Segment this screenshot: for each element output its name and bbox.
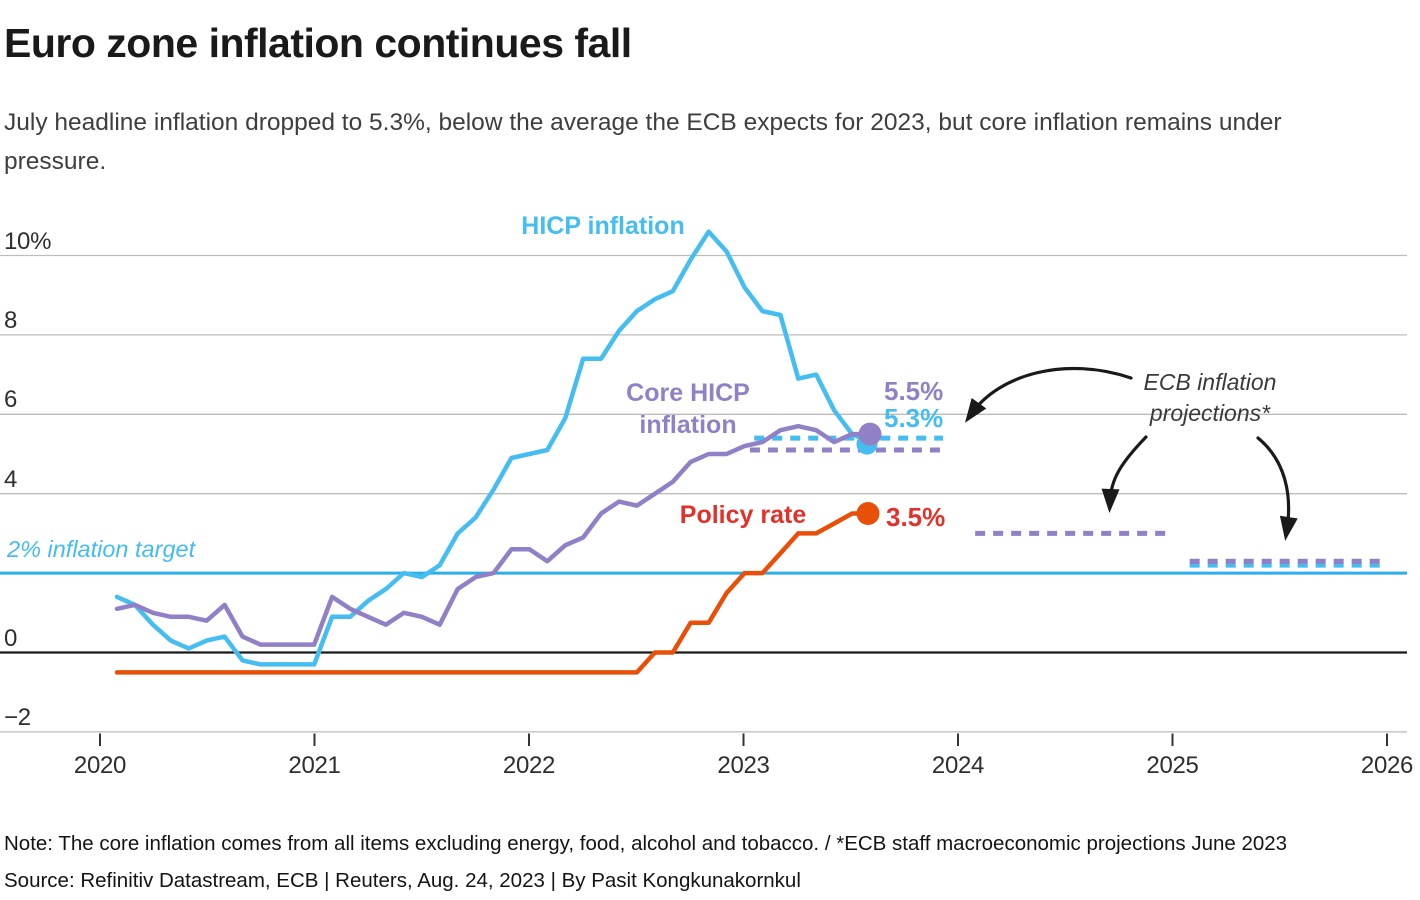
y-axis-label: 6 [4,386,18,414]
ecb-projections-annotation-line1: ECB inflation [1143,369,1277,395]
projection-dashed-lines [749,435,1381,568]
y-axis-label: 4 [4,465,18,493]
x-axis-label: 2022 [502,752,556,779]
x-axis-label: 2026 [1360,752,1414,779]
ecb-projections-annotation-line2: projections* [1149,400,1271,426]
hicp-line [114,229,873,667]
y-axis-label: 10% [4,227,52,255]
y-axis-label: 0 [4,624,18,652]
ecb-projections-annotation: ECB inflation projections* [1100,367,1320,429]
core-latest-value-label: 5.5% [884,376,944,406]
series-end-dots [856,422,882,525]
hicp-latest-value-label: 5.3% [884,403,944,433]
core-series-label-line1: Core HICP [626,379,750,407]
arrow-to-2023-projection [964,366,1133,423]
core-end-dot [858,422,882,446]
policy-rate-series-label: Policy rate [679,501,807,529]
data-series-lines [114,229,873,675]
x-axis-label: 2021 [288,752,341,779]
inflation-target-label: 2% inflation target [7,536,196,562]
page-title: Euro zone inflation continues fall [4,20,632,66]
x-axis-label: 2024 [931,752,985,779]
policy-latest-value-label: 3.5% [886,502,946,532]
arrow-to-2024-projection [1101,435,1148,513]
page-subtitle: July headline inflation dropped to 5.3%,… [4,109,1282,175]
annotation-arrows [964,366,1298,541]
hicp-series-label: HICP inflation [521,212,685,240]
x-axis-label: 2020 [73,752,127,779]
policy-line [114,511,873,675]
footnote: Note: The core inflation comes from all … [4,832,1288,855]
core-line [114,423,873,647]
policy-end-dot [856,502,880,525]
arrow-to-2025-projection [1256,436,1298,541]
core-series-label-line2: inflation [639,411,737,439]
x-axis-label: 2023 [717,752,770,779]
core-series-label: Core HICP inflation [588,377,788,441]
x-axis-ticks [99,733,1388,746]
x-axis-label: 2025 [1146,752,1199,779]
gridlines [0,254,1407,733]
y-axis-label: 8 [4,306,18,334]
source-line: Source: Refinitiv Datastream, ECB | Reut… [4,869,801,892]
y-axis-label: −2 [4,703,31,731]
